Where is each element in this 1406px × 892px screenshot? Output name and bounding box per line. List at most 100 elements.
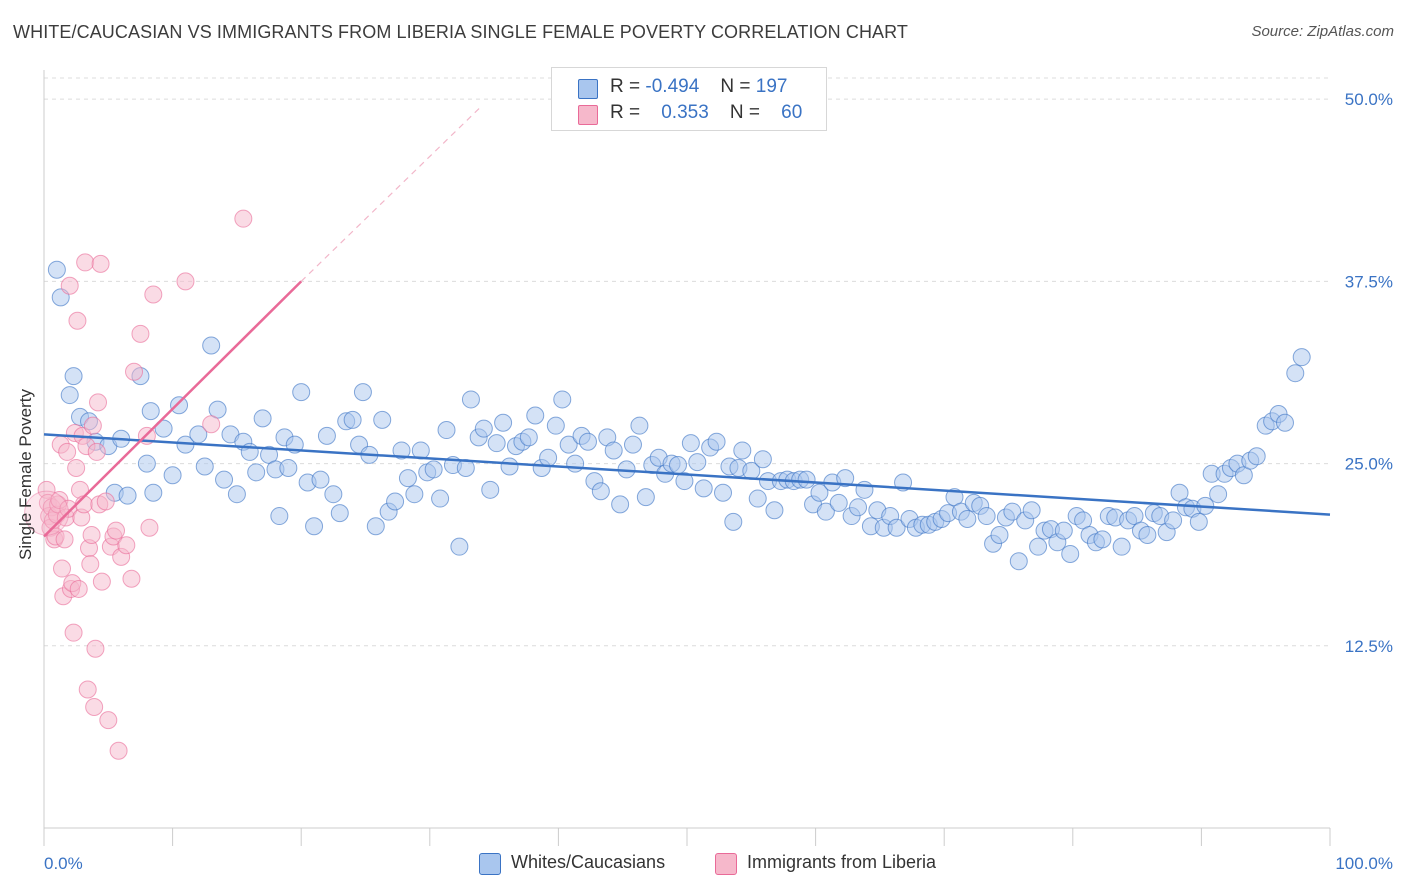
point-liberia (69, 579, 88, 598)
point-whites (353, 383, 372, 402)
point-whites (539, 448, 558, 467)
point-liberia (202, 415, 221, 434)
point-whites (714, 483, 733, 502)
point-whites (559, 435, 578, 454)
point-whites (494, 413, 513, 432)
point-whites (591, 482, 610, 501)
point-whites (253, 409, 272, 428)
point-whites (748, 489, 767, 508)
point-whites (958, 509, 977, 528)
stats-legend: R = -0.494 N = 197 R = 0.353 N = 60 (551, 67, 827, 131)
point-whites (1003, 502, 1022, 521)
point-whites (215, 470, 234, 489)
point-whites (247, 463, 266, 482)
point-whites (202, 336, 221, 355)
point-whites (330, 504, 349, 523)
r-value-liberia: 0.353 (661, 102, 709, 123)
point-liberia (76, 253, 95, 272)
point-whites (855, 480, 874, 499)
point-whites (424, 460, 443, 479)
point-whites (546, 416, 565, 435)
point-whites (392, 441, 411, 460)
point-whites (373, 410, 392, 429)
y-tick-label: 25.0% (1345, 455, 1393, 474)
legend-swatch-liberia (715, 853, 737, 875)
point-whites (526, 406, 545, 425)
point-whites (195, 457, 214, 476)
point-whites (611, 495, 630, 514)
point-liberia (109, 741, 128, 760)
point-whites (1009, 552, 1028, 571)
point-liberia (117, 536, 136, 555)
point-whites (681, 434, 700, 453)
point-liberia (85, 698, 104, 717)
point-whites (450, 537, 469, 556)
point-whites (481, 480, 500, 499)
point-whites (141, 402, 160, 421)
n-label: N = (720, 76, 751, 97)
point-whites (675, 472, 694, 491)
point-whites (47, 260, 66, 279)
point-liberia (81, 555, 100, 574)
legend-swatch-whites (578, 79, 598, 99)
point-liberia (140, 518, 159, 537)
point-whites (668, 456, 687, 475)
trendline-whites (43, 433, 1331, 516)
point-liberia (96, 492, 115, 511)
point-whites (836, 469, 855, 488)
point-liberia (58, 442, 77, 461)
point-liberia (83, 416, 102, 435)
point-liberia (64, 623, 83, 642)
point-whites (519, 428, 538, 447)
point-whites (163, 466, 182, 485)
point-whites (137, 454, 156, 473)
point-whites (733, 441, 752, 460)
point-whites (765, 501, 784, 520)
legend-label-whites: Whites/Caucasians (511, 852, 666, 872)
point-whites (1247, 447, 1266, 466)
trendline-liberia-extension (300, 106, 482, 282)
point-whites (170, 396, 189, 415)
point-whites (578, 432, 597, 451)
point-whites (398, 469, 417, 488)
point-whites (461, 390, 480, 409)
point-whites (1029, 537, 1048, 556)
point-whites (1209, 485, 1228, 504)
point-whites (724, 512, 743, 531)
point-whites (990, 526, 1009, 545)
point-whites (1292, 348, 1311, 367)
point-liberia (91, 254, 110, 273)
r-value-whites: -0.494 (645, 76, 700, 97)
point-whites (1189, 512, 1208, 531)
point-whites (456, 458, 475, 477)
point-whites (604, 441, 623, 460)
point-whites (386, 492, 405, 511)
point-whites (343, 410, 362, 429)
point-whites (279, 458, 298, 477)
point-whites (636, 488, 655, 507)
point-whites (1286, 364, 1305, 383)
point-liberia (86, 639, 105, 658)
point-whites (405, 485, 424, 504)
point-whites (1164, 511, 1183, 530)
point-whites (1054, 521, 1073, 540)
point-whites (1275, 413, 1294, 432)
point-liberia (176, 272, 195, 291)
point-liberia (92, 572, 111, 591)
point-whites (694, 479, 713, 498)
point-whites (118, 486, 137, 505)
point-whites (474, 419, 493, 438)
legend-swatch-whites (479, 853, 501, 875)
point-whites (144, 483, 163, 502)
point-whites (1061, 544, 1080, 563)
source-label: Source: ZipAtlas.com (1251, 23, 1394, 40)
point-whites (60, 386, 79, 405)
x-tick-label: 100.0% (1335, 854, 1393, 873)
point-liberia (68, 311, 87, 330)
point-liberia (131, 324, 150, 343)
point-whites (688, 453, 707, 472)
point-liberia (89, 393, 108, 412)
point-whites (311, 470, 330, 489)
point-whites (630, 416, 649, 435)
